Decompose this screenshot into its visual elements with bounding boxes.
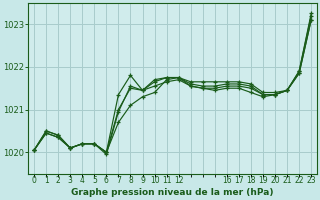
X-axis label: Graphe pression niveau de la mer (hPa): Graphe pression niveau de la mer (hPa) — [71, 188, 274, 197]
